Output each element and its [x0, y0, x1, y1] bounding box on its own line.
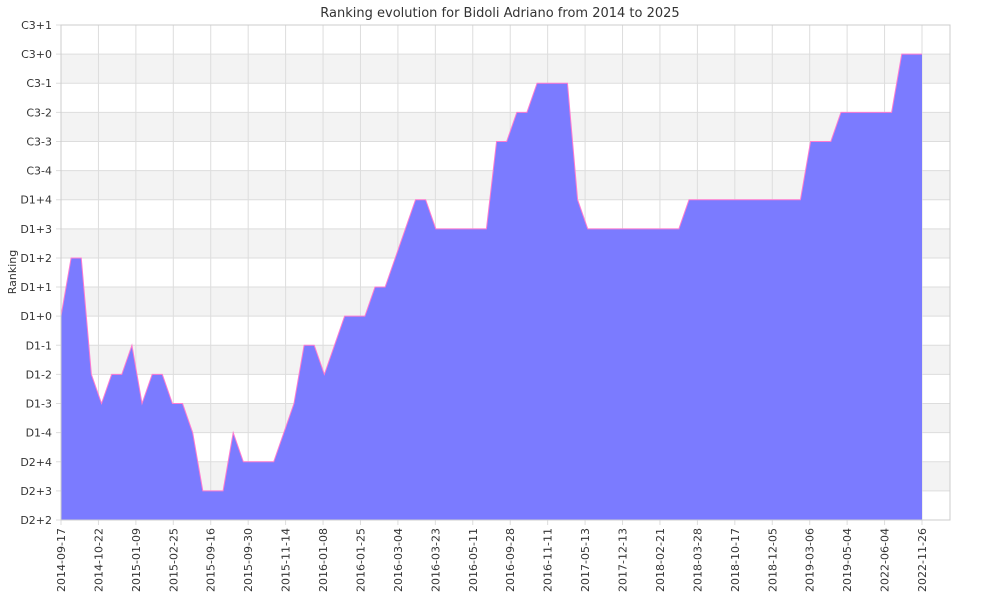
y-tick-label: D1-1	[26, 339, 52, 352]
chart-title: Ranking evolution for Bidoli Adriano fro…	[320, 6, 679, 21]
x-tick-label: 2018-02-21	[654, 528, 667, 592]
y-axis-label: Ranking	[6, 250, 19, 295]
y-tick-label: D1+1	[20, 281, 52, 294]
ranking-area	[61, 54, 922, 521]
x-tick-label: 2016-01-25	[354, 528, 367, 592]
x-tick-label: 2015-11-14	[280, 528, 293, 592]
y-tick-label: C3-4	[26, 165, 52, 178]
y-tick-label: D2+2	[20, 514, 52, 527]
y-tick-label: D1+4	[20, 194, 52, 207]
x-tick-label: 2016-03-04	[392, 528, 405, 592]
x-tick-label: 2015-02-25	[167, 528, 180, 592]
x-tick-label: 2016-03-23	[429, 528, 442, 592]
x-tick-label: 2018-12-05	[766, 528, 779, 592]
y-tick-label: D1+3	[20, 223, 52, 236]
plot-frame	[60, 24, 951, 521]
x-axis-ticks: 2014-09-17 2014-10-22 2015-01-09 2015-02-25…	[55, 528, 929, 592]
y-tick-label: C3-3	[26, 135, 52, 148]
background-band	[61, 54, 950, 84]
y-tick-label: D1-2	[26, 368, 52, 381]
x-tick-label: 2018-03-28	[691, 528, 704, 592]
y-tick-label: D1+2	[20, 252, 52, 265]
x-tick-label: 2016-11-11	[542, 528, 555, 592]
x-tick-label: 2017-12-13	[617, 528, 630, 592]
x-tick-label: 2019-03-06	[804, 528, 817, 592]
x-tick-label: 2015-09-30	[242, 528, 255, 592]
y-tick-label: D1+0	[20, 310, 52, 323]
x-tick-label: 2022-11-26	[916, 528, 929, 592]
y-tick-label: C3+1	[21, 19, 52, 32]
background-band	[61, 112, 950, 142]
y-axis-ticks: D2+2 D2+3 D2+4 D1-4 D1-3 D1-2 D1-1 D1+0 D1+1 D1+2…	[20, 19, 52, 527]
y-tick-label: D1-3	[26, 398, 52, 411]
ranking-line	[60, 53, 922, 492]
x-tick-label: 2014-10-22	[92, 528, 105, 592]
y-tick-label: D2+3	[20, 485, 52, 498]
y-tick-label: C3-2	[26, 106, 52, 119]
y-tick-label: D1-4	[26, 427, 52, 440]
x-tick-label: 2015-01-09	[130, 528, 143, 592]
y-tick-label: C3+0	[21, 48, 52, 61]
x-tick-label: 2016-01-08	[317, 528, 330, 592]
x-tick-label: 2016-09-28	[504, 528, 517, 592]
x-tick-label: 2019-05-04	[841, 528, 854, 592]
x-tick-label: 2016-05-11	[467, 528, 480, 592]
x-tick-label: 2022-06-04	[879, 528, 892, 592]
y-tick-label: C3-1	[26, 77, 52, 90]
x-tick-label: 2014-09-17	[55, 528, 68, 592]
y-tick-label: D2+4	[20, 456, 52, 469]
x-tick-label: 2018-10-17	[729, 528, 742, 592]
x-tick-label: 2015-09-16	[205, 528, 218, 592]
x-tick-label: 2017-05-13	[579, 528, 592, 592]
